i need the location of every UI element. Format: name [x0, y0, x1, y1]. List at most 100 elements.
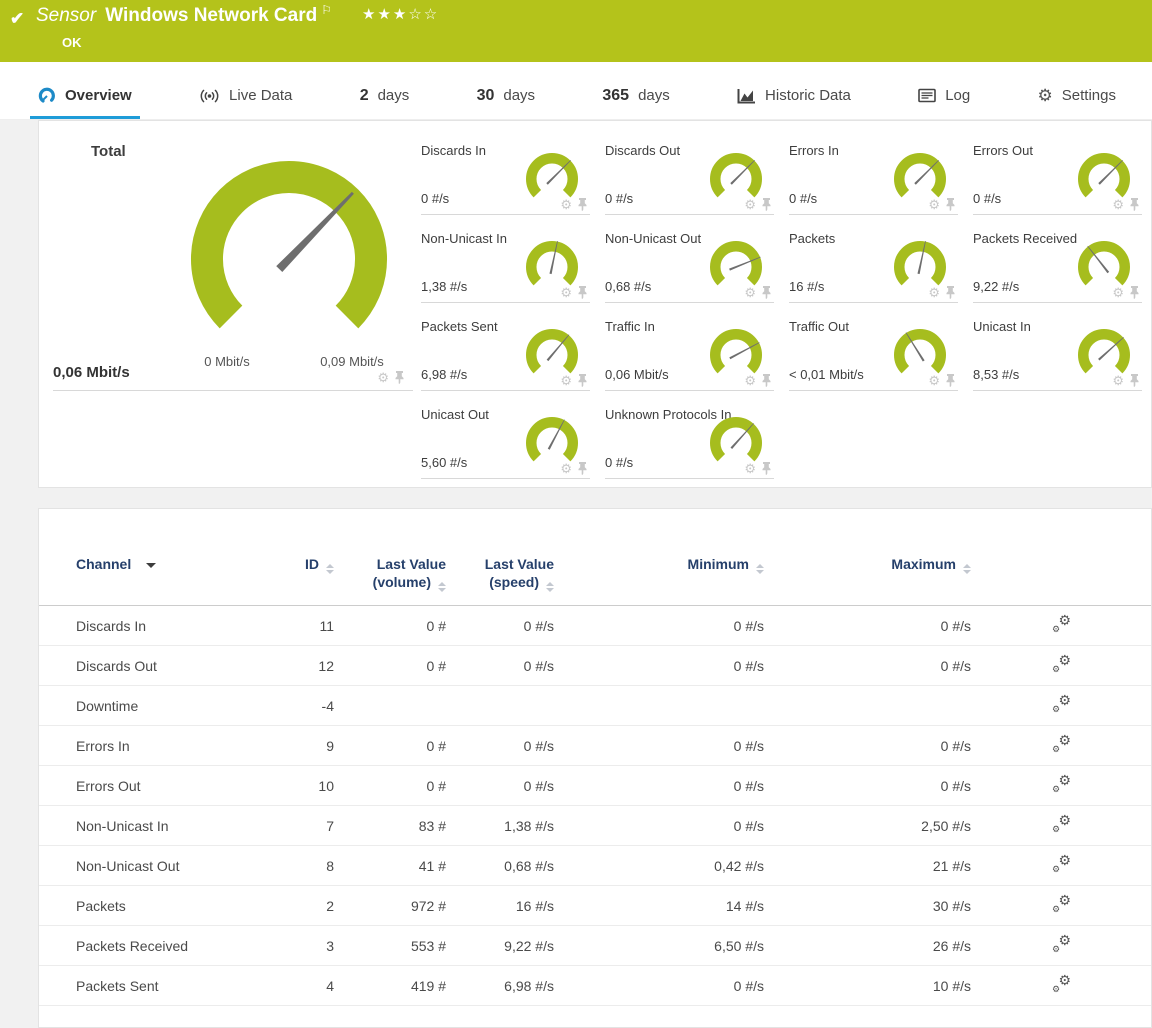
channel-settings-icon[interactable]: ⚙ ⚙	[1050, 853, 1074, 874]
pin-icon[interactable]	[761, 374, 772, 387]
gauge-dial[interactable]	[704, 409, 768, 473]
pin-icon[interactable]	[577, 198, 588, 211]
sort-toggle-icon[interactable]	[963, 564, 971, 574]
gear-icon[interactable]: ⚙	[560, 197, 572, 212]
sort-toggle-icon[interactable]	[326, 564, 334, 574]
gauge-dial[interactable]	[1072, 145, 1136, 209]
gear-icon[interactable]: ⚙	[928, 197, 940, 212]
sort-toggle-icon[interactable]	[756, 564, 764, 574]
channel-settings-icon[interactable]: ⚙ ⚙	[1050, 813, 1074, 834]
tab-overview[interactable]: Overview	[30, 75, 140, 119]
gear-icon: ⚙	[1052, 824, 1061, 834]
gear-icon[interactable]: ⚙	[1112, 197, 1124, 212]
last-value-speed: 0 #/s	[523, 737, 554, 754]
gauge-dial[interactable]	[888, 145, 952, 209]
gauge-dial[interactable]	[520, 321, 584, 385]
sort-desc-icon[interactable]	[138, 563, 157, 568]
gauge-dial[interactable]	[888, 321, 952, 385]
pin-icon[interactable]	[761, 286, 772, 299]
gear-icon[interactable]: ⚙	[377, 370, 389, 385]
tab-30-days[interactable]: 30 days	[469, 75, 543, 119]
gear-icon[interactable]: ⚙	[928, 285, 940, 300]
tab-2-days[interactable]: 2 days	[352, 75, 418, 119]
gear-icon[interactable]: ⚙	[744, 285, 756, 300]
pin-icon[interactable]	[1129, 374, 1140, 387]
gauge-value: 0 #/s	[421, 191, 450, 206]
pin-icon[interactable]	[577, 286, 588, 299]
gauge-dial[interactable]	[1072, 321, 1136, 385]
last-value-speed: 9,22 #/s	[504, 937, 554, 954]
flag-icon[interactable]: ⚐	[321, 3, 332, 17]
channel-settings-icon[interactable]: ⚙ ⚙	[1050, 773, 1074, 794]
pin-icon[interactable]	[945, 286, 956, 299]
gauge-cell: Traffic Out < 0,01 Mbit/s ⚙	[789, 315, 958, 403]
gauge-dial[interactable]	[704, 145, 768, 209]
maximum-value: 0 #/s	[940, 737, 971, 754]
tab-historic-data[interactable]: Historic Data	[729, 75, 859, 119]
sort-toggle-icon[interactable]	[546, 582, 554, 592]
tab-label: Settings	[1061, 87, 1116, 104]
star-filled-icon[interactable]: ★	[392, 6, 409, 23]
column-header-maximum[interactable]: Maximum	[764, 555, 971, 574]
channel-settings-icon[interactable]: ⚙ ⚙	[1050, 973, 1074, 994]
pin-icon[interactable]	[761, 462, 772, 475]
total-gauge-dial[interactable]	[171, 149, 407, 365]
tab-365-days[interactable]: 365 days	[594, 75, 677, 119]
tab-settings[interactable]: ⚙ Settings	[1030, 75, 1124, 119]
rating-stars[interactable]: ★★★☆☆	[362, 5, 439, 23]
pin-icon[interactable]	[1129, 286, 1140, 299]
channel-name: Downtime	[76, 697, 139, 714]
gauge-cell: Discards In 0 #/s ⚙	[421, 139, 590, 227]
tab-live-data[interactable]: Live Data	[191, 75, 300, 119]
channel-settings-icon[interactable]: ⚙ ⚙	[1050, 693, 1074, 714]
gear-icon[interactable]: ⚙	[560, 373, 572, 388]
star-empty-icon[interactable]: ☆	[423, 6, 440, 23]
gear-icon[interactable]: ⚙	[744, 461, 756, 476]
star-empty-icon[interactable]: ☆	[408, 6, 424, 23]
gauge-dial[interactable]	[1072, 233, 1136, 297]
gauge-dial[interactable]	[520, 145, 584, 209]
tab-number: 2	[359, 86, 369, 104]
column-header-last-value-speed[interactable]: Last Value (speed)	[484, 556, 554, 592]
pin-icon[interactable]	[761, 198, 772, 211]
pin-icon[interactable]	[577, 374, 588, 387]
gear-icon[interactable]: ⚙	[744, 373, 756, 388]
pin-icon[interactable]	[394, 371, 405, 384]
gauge-needle	[546, 334, 570, 362]
channel-settings-icon[interactable]: ⚙ ⚙	[1050, 653, 1074, 674]
gauge-dial[interactable]	[520, 409, 584, 473]
pin-icon[interactable]	[945, 198, 956, 211]
star-filled-icon[interactable]: ★	[377, 6, 393, 23]
gear-icon[interactable]: ⚙	[1112, 373, 1124, 388]
pin-icon[interactable]	[1129, 198, 1140, 211]
pin-icon[interactable]	[945, 374, 956, 387]
gear-icon[interactable]: ⚙	[744, 197, 756, 212]
column-header-last-value-volume[interactable]: Last Value (volume)	[372, 556, 446, 592]
minimum-value: 0,42 #/s	[714, 857, 764, 874]
gauge-title: Packets Sent	[421, 319, 498, 334]
star-filled-icon[interactable]: ★	[361, 6, 378, 23]
gear-icon[interactable]: ⚙	[1112, 285, 1124, 300]
last-value-speed: 1,38 #/s	[504, 817, 554, 834]
channel-settings-icon[interactable]: ⚙ ⚙	[1050, 733, 1074, 754]
gear-icon[interactable]: ⚙	[560, 461, 572, 476]
column-header-minimum[interactable]: Minimum	[554, 555, 764, 574]
gauge-dial[interactable]	[888, 233, 952, 297]
gauge-dial[interactable]	[704, 233, 768, 297]
channel-settings-icon[interactable]: ⚙ ⚙	[1050, 613, 1074, 634]
gauge-needle	[905, 332, 925, 362]
minimum-value: 0 #/s	[733, 737, 764, 754]
sort-toggle-icon[interactable]	[438, 582, 446, 592]
maximum-value: 21 #/s	[932, 857, 971, 874]
tab-log[interactable]: Log	[910, 75, 978, 119]
channel-settings-icon[interactable]: ⚙ ⚙	[1050, 893, 1074, 914]
pin-icon[interactable]	[577, 462, 588, 475]
gauge-dial[interactable]	[704, 321, 768, 385]
gauge-dial[interactable]	[520, 233, 584, 297]
gauge-title: Errors In	[789, 143, 839, 158]
column-header-channel[interactable]: Channel	[76, 555, 296, 573]
gear-icon[interactable]: ⚙	[560, 285, 572, 300]
column-header-id[interactable]: ID	[296, 555, 334, 574]
channel-settings-icon[interactable]: ⚙ ⚙	[1050, 933, 1074, 954]
gear-icon[interactable]: ⚙	[928, 373, 940, 388]
